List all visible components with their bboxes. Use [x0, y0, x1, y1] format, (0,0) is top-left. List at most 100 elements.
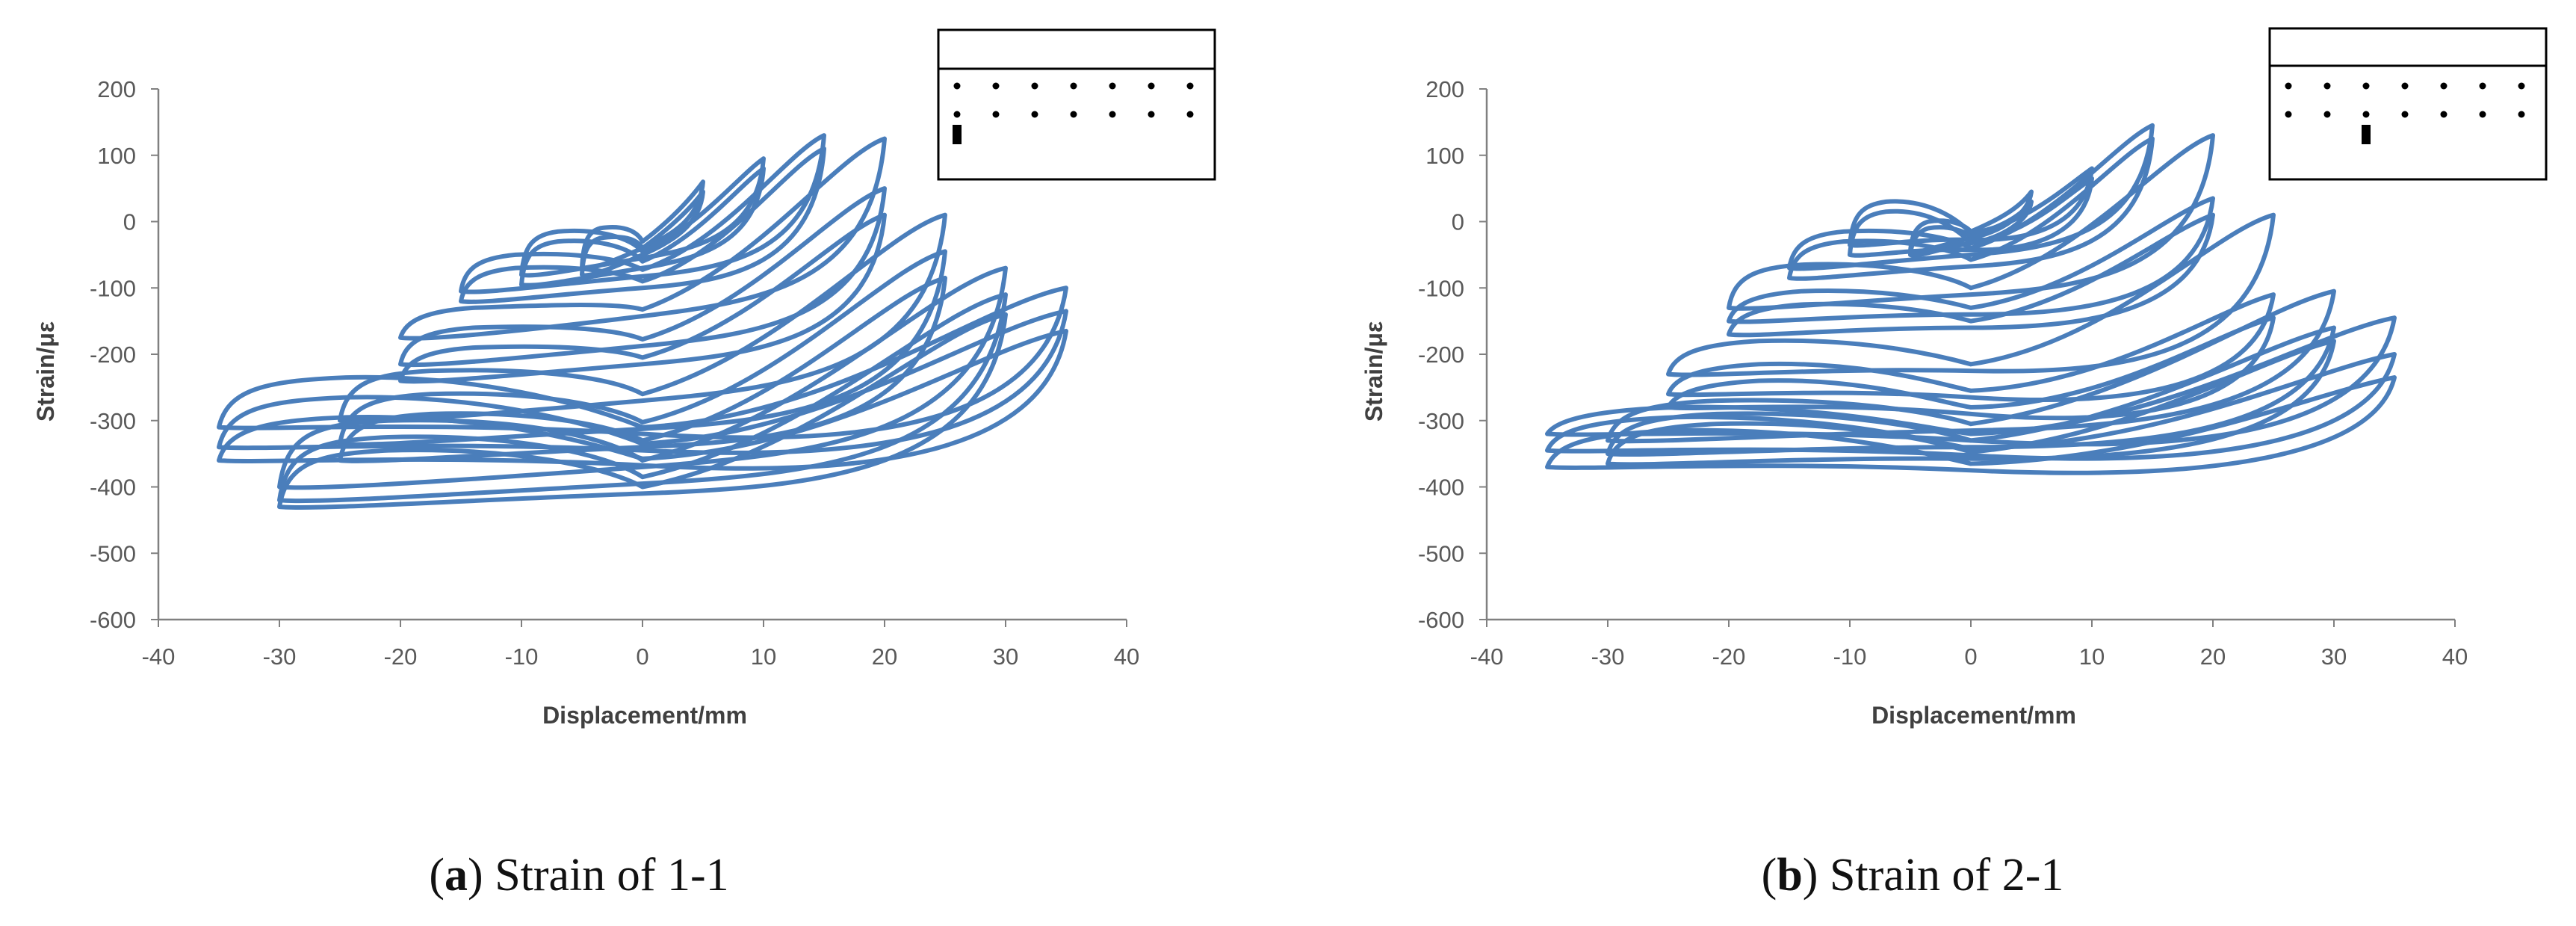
inset-dot	[2440, 111, 2447, 118]
hysteresis-loop	[1727, 133, 2215, 311]
x-tick-label: -20	[1712, 643, 1746, 670]
inset-dot	[1070, 82, 1077, 90]
inset-dot	[992, 111, 1000, 118]
inset-dot	[2285, 111, 2292, 118]
hysteresis-loop	[217, 285, 1068, 440]
hysteresis-loop	[277, 292, 1008, 504]
inset-dot	[1031, 111, 1038, 118]
hysteresis-loop	[580, 179, 705, 271]
axes-a	[151, 88, 1127, 627]
hysteresis-loop	[398, 212, 887, 384]
x-tick-label: -20	[384, 643, 418, 670]
hysteresis-loop	[1787, 136, 2155, 281]
inset-dot	[992, 82, 1000, 90]
x-tick-label: -30	[1591, 643, 1625, 670]
tick-labels-b: -40 -30 -20 -10 0 10 20 30 40-600-500-400-300-20…	[1418, 76, 2468, 670]
hysteresis-loop	[459, 133, 826, 294]
hysteresis-loop	[1666, 212, 2276, 377]
inset-dot	[2323, 82, 2331, 90]
gauge-layout-inset-a	[937, 28, 1216, 181]
hysteresis-loop	[459, 146, 826, 304]
inset-dot	[1148, 82, 1155, 90]
y-tick-label: 200	[97, 76, 136, 102]
x-tick-label: 0	[1964, 643, 1977, 670]
hysteresis-loop	[1606, 325, 2336, 457]
y-tick-label: 100	[1425, 143, 1464, 169]
y-tick-label: -300	[1418, 408, 1464, 434]
inset-gauge-dots	[953, 82, 1194, 118]
inset-dot	[1186, 111, 1194, 118]
inset-dot	[2401, 82, 2409, 90]
inset-dot	[2362, 82, 2370, 90]
inset-dot	[2440, 82, 2447, 90]
hysteresis-loop	[1545, 375, 2397, 475]
inset-dot	[1109, 82, 1116, 90]
x-axis-title: Displacement/mm	[542, 702, 747, 729]
x-tick-label: 10	[751, 643, 776, 670]
hysteresis-loop	[1787, 123, 2155, 271]
hysteresis-loop	[277, 265, 1008, 490]
y-tick-label: -400	[1418, 475, 1464, 501]
x-axis-title: Displacement/mm	[1871, 702, 2076, 729]
inset-dot	[2285, 82, 2292, 90]
y-tick-label: 0	[123, 209, 136, 235]
y-tick-label: -300	[90, 408, 136, 434]
hysteresis-loop	[519, 166, 766, 288]
inset-frame	[937, 28, 1216, 181]
inset-dot	[2323, 111, 2331, 118]
inset-dot	[953, 111, 961, 118]
y-tick-label: -600	[90, 607, 136, 633]
y-tick-label: 0	[1452, 209, 1464, 235]
strain-gauge-marker	[2362, 125, 2371, 144]
chart-panel-b: -40 -30 -20 -10 0 10 20 30 40-600-500-400-300-20…	[1360, 27, 2548, 901]
inset-dot	[2362, 111, 2370, 118]
hysteresis-loop	[1545, 315, 2397, 447]
hysteresis-loop	[217, 309, 1068, 455]
inset-dot	[1109, 111, 1116, 118]
hysteresis-loop	[1727, 212, 2215, 338]
inset-dot	[1070, 111, 1077, 118]
x-tick-label: 40	[2442, 643, 2468, 670]
gauge-layout-inset-b	[2268, 27, 2548, 181]
inset-dot	[953, 82, 961, 90]
hysteresis-loop	[338, 212, 947, 424]
x-tick-label: -10	[1833, 643, 1867, 670]
inset-dot	[1148, 111, 1155, 118]
y-tick-label: 200	[1425, 76, 1464, 102]
inset-gauge-dots	[2285, 82, 2525, 118]
y-tick-label: -500	[90, 540, 136, 567]
hysteresis-loop	[1545, 352, 2397, 461]
inset-dot	[2479, 111, 2486, 118]
inset-dot	[2518, 111, 2525, 118]
x-tick-label: -10	[505, 643, 539, 670]
inset-dot	[1186, 82, 1194, 90]
inset-dot	[2401, 111, 2409, 118]
inset-dot	[2479, 82, 2486, 90]
hysteresis-loop	[277, 312, 1008, 510]
axes-b	[1479, 88, 2456, 627]
x-tick-label: -30	[263, 643, 297, 670]
x-tick-label: 0	[636, 643, 648, 670]
x-tick-label: -40	[142, 643, 176, 670]
x-tick-label: 20	[872, 643, 897, 670]
y-tick-label: -500	[1418, 540, 1464, 567]
panel-caption: (b) Strain of 2-1	[1762, 850, 2064, 901]
x-tick-label: 40	[1114, 643, 1139, 670]
y-axis-title: Strain/με	[1360, 321, 1387, 422]
panel-caption: (a) Strain of 1-1	[429, 850, 728, 901]
inset-frame	[2268, 27, 2548, 181]
y-tick-label: -600	[1418, 607, 1464, 633]
x-tick-label: -40	[1470, 643, 1504, 670]
hysteresis-loop	[1848, 166, 2094, 248]
tick-labels-a: -40 -30 -20 -10 0 10 20 30 40-600-500-400-300-20…	[90, 76, 1139, 670]
hysteresis-loop	[398, 136, 887, 341]
y-tick-label: 100	[97, 143, 136, 169]
inset-dot	[2518, 82, 2525, 90]
y-axis-title: Strain/με	[32, 321, 59, 422]
y-tick-label: -200	[90, 342, 136, 368]
inset-dot	[1031, 82, 1038, 90]
hysteresis-loops-a	[217, 133, 1068, 510]
chart-panel-a: -40 -30 -20 -10 0 10 20 30 40-600-500-400-300-20…	[32, 28, 1216, 901]
strain-gauge-marker	[953, 125, 962, 144]
